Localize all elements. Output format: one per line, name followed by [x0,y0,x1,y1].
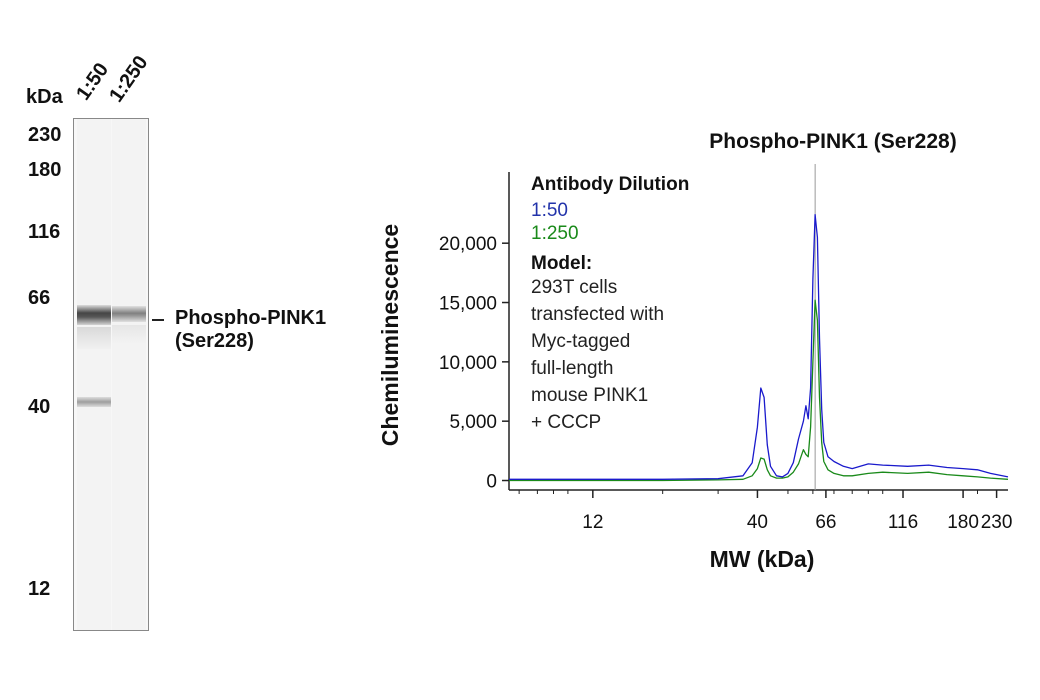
x-tick-label: 66 [815,512,836,533]
marker-66: 66 [28,287,51,309]
marker-230: 230 [28,124,62,146]
legend-heading: Antibody Dilution [531,174,689,195]
y-tick-label: 5,000 [449,412,497,433]
y-tick-label: 20,000 [439,234,497,255]
model-line-5: mouse PINK1 [531,385,648,406]
model-line-4: full-length [531,358,613,379]
band-40kda-lane1 [77,397,111,407]
marker-116: 116 [28,221,61,243]
band-pointer-line [152,319,164,321]
chart-axes: 0 5,000 10,000 15,000 20,000 12 40 66 116 180 230 [439,164,1013,533]
model-line-6: + CCCP [531,412,601,433]
legend-series-2: 1:250 [531,223,579,244]
y-tick-label: 10,000 [439,353,497,374]
legend-series-1: 1:50 [531,200,568,221]
x-tick-label: 230 [981,512,1013,533]
band-phospho-pink1-lane2 [112,306,146,322]
x-tick-label: 116 [888,512,918,533]
y-tick-label: 0 [486,472,497,493]
chemiluminescence-chart: Phospho-PINK1 (Ser228) Chemiluminescence… [377,130,1013,572]
marker-180: 180 [28,159,62,181]
x-tick-label: 180 [947,512,979,533]
legend: Antibody Dilution 1:50 1:250 Model: 293T… [531,174,689,433]
band-label-line1: Phospho-PINK1 [175,307,327,329]
x-axis-label: MW (kDa) [710,546,815,572]
series-line-1-250 [509,299,1009,482]
band-label-line2: (Ser228) [175,330,254,352]
marker-40: 40 [28,396,51,418]
x-tick-label: 40 [747,512,768,533]
lane-label-1-250: 1:250 [105,51,153,107]
model-line-3: Myc-tagged [531,331,630,352]
band-smear-lane2 [112,325,146,343]
band-smear-lane1 [77,327,111,349]
band-phospho-pink1-lane1 [77,305,111,325]
blot-image [73,118,149,631]
model-line-2: transfected with [531,304,664,325]
model-heading: Model: [531,253,592,274]
x-tick-label: 12 [582,512,603,533]
marker-12: 12 [28,578,51,600]
blot-lane-1 [77,119,111,630]
y-axis-label: Chemiluminescence [377,224,403,446]
series-line-1-50 [509,214,1009,480]
blot-lane-2 [112,119,146,630]
model-line-1: 293T cells [531,277,617,298]
chart-series [509,214,1009,482]
kda-unit-label: kDa [26,86,63,108]
lane-label-1-50: 1:50 [72,59,114,105]
chart-title: Phospho-PINK1 (Ser228) [709,130,956,153]
y-tick-label: 15,000 [439,294,497,315]
